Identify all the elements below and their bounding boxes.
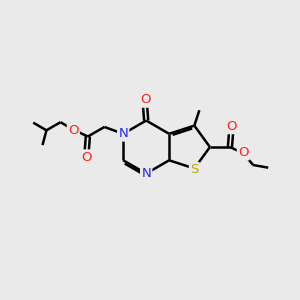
Text: O: O <box>238 146 248 159</box>
Text: O: O <box>226 120 236 133</box>
Text: O: O <box>81 151 92 164</box>
Text: N: N <box>118 127 128 140</box>
Text: O: O <box>68 124 79 137</box>
Text: S: S <box>190 163 199 176</box>
Text: O: O <box>140 93 150 106</box>
Text: N: N <box>141 167 151 180</box>
